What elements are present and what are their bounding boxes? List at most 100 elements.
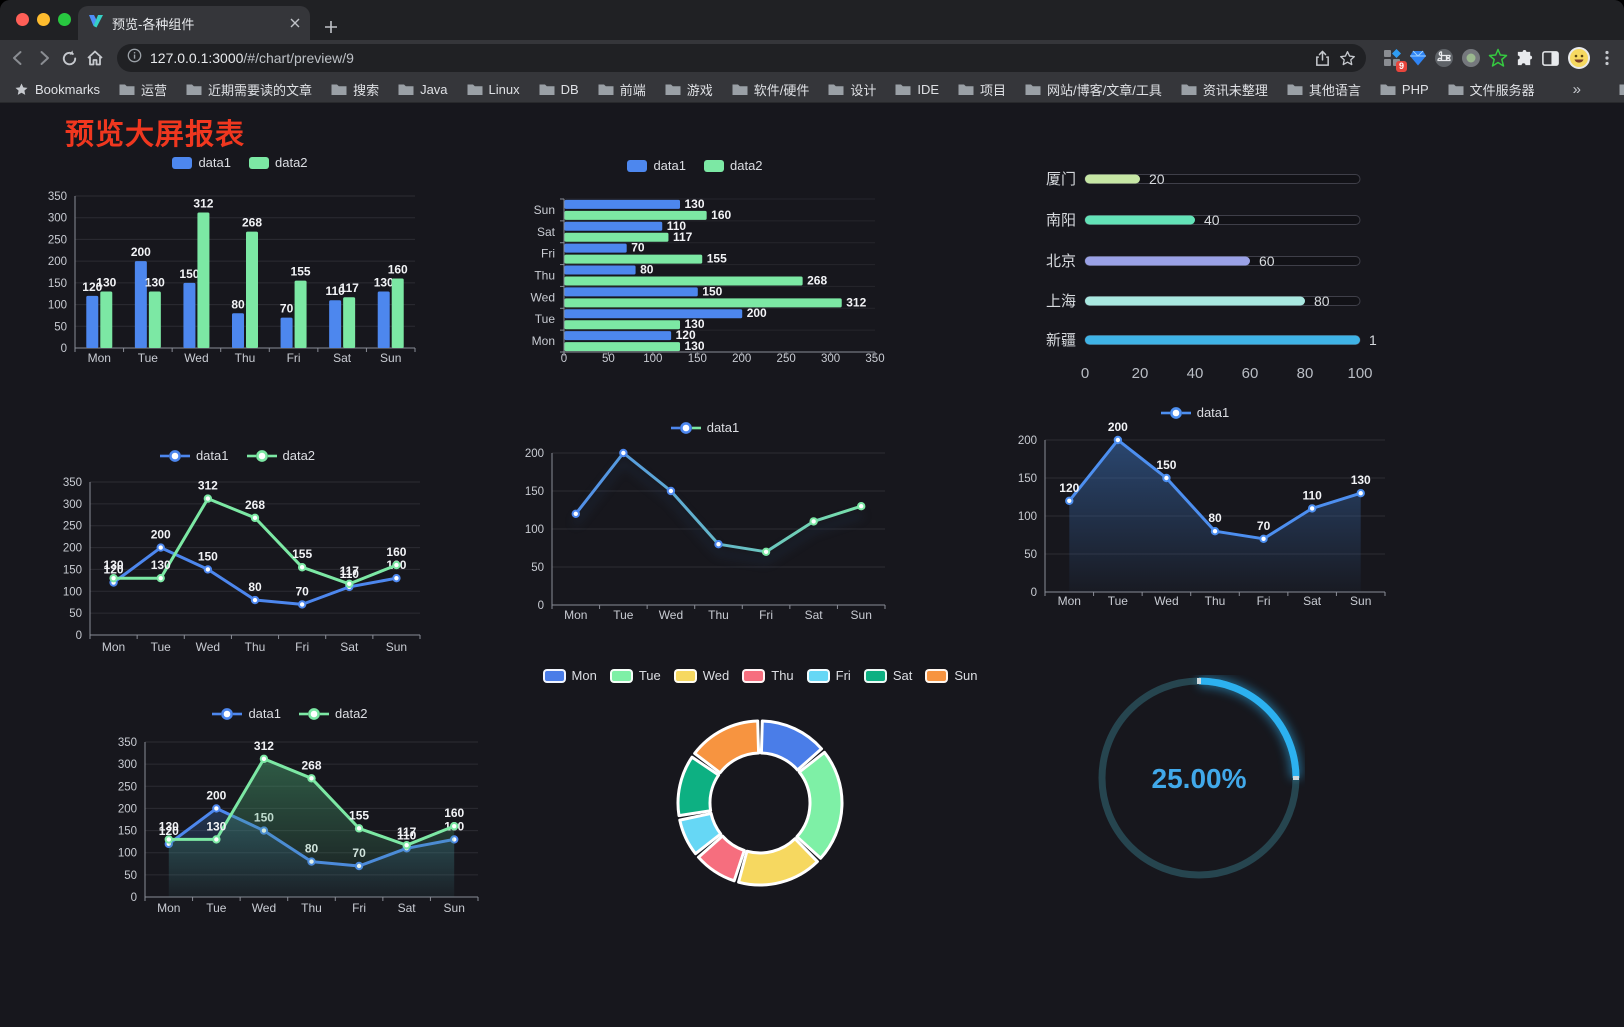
svg-text:60: 60 [1259,253,1275,269]
folder-icon [1380,84,1396,95]
svg-text:130: 130 [685,197,705,211]
legend-item-Wed[interactable]: Wed [673,668,729,683]
svg-text:200: 200 [118,803,137,815]
legend-area-line: data1 [1000,405,1390,420]
bookmarks-manager[interactable]: Bookmarks [14,82,100,97]
svg-text:40: 40 [1204,212,1220,228]
legend-item-data1[interactable]: data1 [212,706,281,721]
bookmark-star-icon[interactable] [1339,50,1356,67]
back-icon[interactable] [8,48,28,68]
chart-weekly-line: data1 data2 0 50 100 150 200 250 300 350 120 200 150… [45,443,430,665]
bookmark-folder-11[interactable]: 项目 [958,80,1006,99]
svg-text:150: 150 [688,353,707,365]
profile-emoji-avatar[interactable] [1567,46,1591,70]
svg-text:100: 100 [643,353,662,365]
extension-record-icon[interactable] [1461,48,1481,68]
forward-icon[interactable] [34,48,54,68]
svg-text:Thu: Thu [235,351,256,365]
svg-text:200: 200 [63,543,82,555]
reload-icon[interactable] [60,49,79,68]
legend-item-data1[interactable]: data1 [172,155,231,170]
sidebar-toggle-icon[interactable] [1541,49,1560,68]
site-info-icon[interactable] [127,48,142,68]
bookmark-folder-2[interactable]: 搜索 [331,80,379,99]
bookmark-folder-7[interactable]: 游戏 [665,80,713,99]
svg-text:200: 200 [1018,435,1037,447]
bookmark-folder-14[interactable]: 其他语言 [1287,80,1361,99]
svg-text:0: 0 [1081,365,1089,382]
svg-text:100: 100 [1369,332,1377,348]
close-tab-icon[interactable] [290,18,300,28]
svg-text:160: 160 [444,806,464,820]
extension-grid-icon[interactable]: 9 [1382,48,1407,72]
bookmark-folder-8[interactable]: 软件/硬件 [732,80,809,99]
svg-text:268: 268 [301,758,321,772]
bookmark-folder-12[interactable]: 网站/博客/文章/工具 [1025,80,1162,99]
extension-command-icon[interactable] [1434,48,1454,68]
legend-item-data1[interactable]: data1 [627,158,686,173]
legend-item-Sun[interactable]: Sun [925,668,977,683]
legend-item-Fri[interactable]: Fri [806,668,851,683]
svg-text:Sun: Sun [851,608,872,622]
bookmark-folder-9[interactable]: 设计 [828,80,876,99]
chart-percent-gauge: 25.00% [1095,675,1305,887]
legend-item-Thu[interactable]: Thu [742,668,794,683]
svg-text:312: 312 [193,197,213,211]
window-controls [16,13,71,26]
chart-canvas-weekly-line: 0 50 100 150 200 250 300 350 120 200 150 80 70 110 130… [63,477,421,654]
extension-gem-icon[interactable] [1409,49,1427,67]
svg-text:0: 0 [561,353,567,365]
svg-text:上海: 上海 [1046,293,1076,310]
svg-text:300: 300 [48,213,67,225]
legend-item-Tue[interactable]: Tue [609,668,661,683]
legend-item-data2[interactable]: data2 [299,706,368,721]
svg-text:200: 200 [732,353,751,365]
bookmark-folder-16[interactable]: 文件服务器 [1448,80,1535,99]
bookmark-folder-3[interactable]: Java [398,82,448,97]
svg-text:北京: 北京 [1046,253,1076,270]
extensions-puzzle-icon[interactable] [1515,49,1534,68]
legend-item-Sat[interactable]: Sat [863,668,912,683]
folder-icon [1448,84,1464,95]
bookmarks-star-icon [15,83,28,95]
menu-kebab-icon[interactable] [1598,49,1616,67]
bookmark-folder-0[interactable]: 运营 [119,80,167,99]
bookmark-folder-1[interactable]: 近期需要读的文章 [186,80,312,99]
new-tab-button[interactable] [324,20,338,34]
extension-star-icon[interactable] [1488,48,1508,68]
svg-text:40: 40 [1187,365,1204,382]
legend-item-data1[interactable]: data1 [159,448,229,463]
legend-item-Mon[interactable]: Mon [542,668,597,683]
bookmarks-overflow-chevron[interactable]: » [1572,80,1582,98]
legend-item-data2[interactable]: data2 [704,158,763,173]
legend-gradient-line: data1 [520,420,890,435]
svg-text:150: 150 [198,549,218,563]
address-bar[interactable]: 127.0.0.1:3000/#/chart/preview/9 [117,44,1366,72]
other-bookmarks-folder[interactable]: 其他书签 [1619,80,1624,99]
legend-item-data2[interactable]: data2 [249,155,308,170]
legend-item-data1[interactable]: data1 [670,420,739,435]
bookmarks-bar: Bookmarks 运营 近期需要读的文章 搜索 Java Linux DB 前端 游戏 软件/… [0,76,1624,103]
svg-text:0: 0 [131,892,137,904]
svg-text:150: 150 [48,278,67,290]
svg-text:20: 20 [1149,171,1165,187]
bookmark-folder-15[interactable]: PHP [1380,82,1429,97]
close-window-button[interactable] [16,13,29,26]
browser-tab[interactable]: 预览-各种组件 [78,6,310,40]
legend-item-data1[interactable]: data1 [1160,405,1229,420]
bookmark-folder-10[interactable]: IDE [895,82,939,97]
svg-text:130: 130 [145,276,165,290]
svg-text:Wed: Wed [196,640,220,654]
svg-text:150: 150 [179,267,199,281]
home-icon[interactable] [85,48,105,68]
bookmark-folder-4[interactable]: Linux [467,82,520,97]
bookmark-folder-6[interactable]: 前端 [598,80,646,99]
share-icon[interactable] [1314,50,1331,67]
bookmark-folder-5[interactable]: DB [539,82,579,97]
maximize-window-button[interactable] [58,13,71,26]
bookmark-folder-13[interactable]: 资讯未整理 [1181,80,1268,99]
legend-item-data2[interactable]: data2 [246,448,315,463]
svg-text:50: 50 [124,870,137,882]
minimize-window-button[interactable] [37,13,50,26]
